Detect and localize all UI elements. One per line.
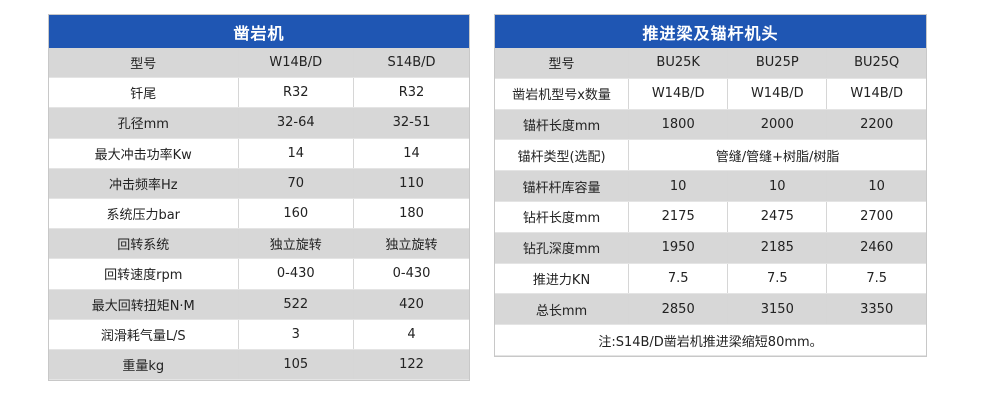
table-cell: BU25Q — [826, 48, 926, 79]
table-cell: 3350 — [826, 293, 926, 326]
table-cell: 2000 — [727, 109, 828, 141]
table-cell: 7.5 — [727, 263, 828, 295]
table-cell: 锚杆杆库容量 — [495, 170, 630, 202]
table-cell: 2850 — [628, 293, 729, 326]
table-row: 注:S14B/D凿岩机推进梁缩短80mm。 — [495, 324, 926, 356]
table-cell: 7.5 — [826, 263, 926, 295]
table-cell: R32 — [238, 77, 354, 109]
table-row: 推进力KN 7.5 7.5 7.5 — [495, 263, 926, 295]
table-cell: 70 — [238, 168, 354, 199]
table-cell: W14B/D — [826, 78, 926, 110]
table-cell: BU25K — [628, 48, 729, 79]
table-row: 钎尾 R32 R32 — [49, 77, 469, 109]
table-cell: 锚杆长度mm — [495, 109, 630, 141]
table-cell: 10 — [727, 170, 828, 202]
feed-beam-title: 推进梁及锚杆机头 — [495, 15, 926, 48]
table-cell: W14B/D — [727, 78, 828, 110]
rock-drill-spec-table: 凿岩机 型号 W14B/D S14B/D 钎尾 R32 R32 孔径mm 32-64 32-51… — [48, 14, 470, 382]
table-cell: 重量kg — [49, 349, 239, 381]
table-cell: 凿岩机型号x数量 — [495, 78, 630, 110]
table-cell: 润滑耗气量L/S — [49, 319, 239, 350]
table-row: 型号 BU25K BU25P BU25Q — [495, 48, 926, 79]
table-cell: 型号 — [495, 48, 630, 79]
table-cell: 2475 — [727, 201, 828, 233]
table-cell: 122 — [353, 349, 469, 381]
table-cell: 3 — [238, 319, 354, 350]
table-cell: 独立旋转 — [353, 228, 469, 260]
table-cell: 10 — [628, 170, 729, 202]
table-cell: 管缝/管缝+树脂/树脂 — [628, 139, 926, 172]
table-cell: 0-430 — [353, 258, 469, 290]
table-row: 回转速度rpm 0-430 0-430 — [49, 258, 469, 290]
table-cell: 孔径mm — [49, 107, 239, 139]
table-row: 最大冲击功率Kw 14 14 — [49, 138, 469, 169]
table-cell: 系统压力bar — [49, 198, 239, 230]
table-cell: 冲击频率Hz — [49, 168, 239, 199]
feed-beam-bolter-spec-table: 推进梁及锚杆机头 型号 BU25K BU25P BU25Q 凿岩机型号x数量 W… — [494, 14, 927, 357]
table-cell: 最大回转扭矩N·M — [49, 289, 239, 320]
table-cell: 2175 — [628, 201, 729, 233]
table-cell: 14 — [238, 138, 354, 169]
table-row: 锚杆杆库容量 10 10 10 — [495, 170, 926, 202]
table-cell: 1800 — [628, 109, 729, 141]
table-cell: 7.5 — [628, 263, 729, 295]
table-cell: 14 — [353, 138, 469, 169]
table-cell: 型号 — [49, 48, 239, 79]
table-row: 型号 W14B/D S14B/D — [49, 48, 469, 79]
table-cell: S14B/D — [353, 48, 469, 79]
table-cell: 522 — [238, 289, 354, 320]
table-row: 回转系统 独立旋转 独立旋转 — [49, 228, 469, 260]
footnote: 注:S14B/D凿岩机推进梁缩短80mm。 — [495, 324, 926, 356]
table-cell: 钎尾 — [49, 77, 239, 109]
table-cell: 总长mm — [495, 293, 630, 326]
table-row: 冲击频率Hz 70 110 — [49, 168, 469, 199]
table-row: 锚杆长度mm 1800 2000 2200 — [495, 109, 926, 141]
table-cell: 2700 — [826, 201, 926, 233]
table-row: 锚杆类型(选配) 管缝/管缝+树脂/树脂 — [495, 139, 926, 172]
table-cell: 160 — [238, 198, 354, 230]
table-cell: 0-430 — [238, 258, 354, 290]
table-cell: 32-64 — [238, 107, 354, 139]
table-row: 凿岩机型号x数量 W14B/D W14B/D W14B/D — [495, 78, 926, 110]
table-cell: R32 — [353, 77, 469, 109]
table-cell: 2460 — [826, 232, 926, 264]
table-cell: 钻孔深度mm — [495, 232, 630, 264]
table-row: 润滑耗气量L/S 3 4 — [49, 319, 469, 350]
table-row: 钻孔深度mm 1950 2185 2460 — [495, 232, 926, 264]
rock-drill-title: 凿岩机 — [49, 15, 469, 48]
table-cell: 105 — [238, 349, 354, 381]
table-cell: 4 — [353, 319, 469, 350]
table-cell: 3150 — [727, 293, 828, 326]
table-row: 总长mm 2850 3150 3350 — [495, 293, 926, 326]
table-cell: W14B/D — [628, 78, 729, 110]
table-row: 孔径mm 32-64 32-51 — [49, 107, 469, 139]
table-row: 钻杆长度mm 2175 2475 2700 — [495, 201, 926, 233]
table-cell: 10 — [826, 170, 926, 202]
table-row: 最大回转扭矩N·M 522 420 — [49, 289, 469, 320]
table-cell: W14B/D — [238, 48, 354, 79]
table-cell: 回转速度rpm — [49, 258, 239, 290]
table-cell: 最大冲击功率Kw — [49, 138, 239, 169]
table-row: 重量kg 105 122 — [49, 349, 469, 381]
table-cell: BU25P — [727, 48, 828, 79]
table-cell: 回转系统 — [49, 228, 239, 260]
table-cell: 独立旋转 — [238, 228, 354, 260]
table-cell: 锚杆类型(选配) — [495, 139, 630, 172]
table-cell: 420 — [353, 289, 469, 320]
table-cell: 1950 — [628, 232, 729, 264]
table-cell: 钻杆长度mm — [495, 201, 630, 233]
table-row: 系统压力bar 160 180 — [49, 198, 469, 230]
table-cell: 推进力KN — [495, 263, 630, 295]
table-cell: 110 — [353, 168, 469, 199]
table-cell: 2185 — [727, 232, 828, 264]
table-cell: 2200 — [826, 109, 926, 141]
table-cell: 180 — [353, 198, 469, 230]
table-cell: 32-51 — [353, 107, 469, 139]
